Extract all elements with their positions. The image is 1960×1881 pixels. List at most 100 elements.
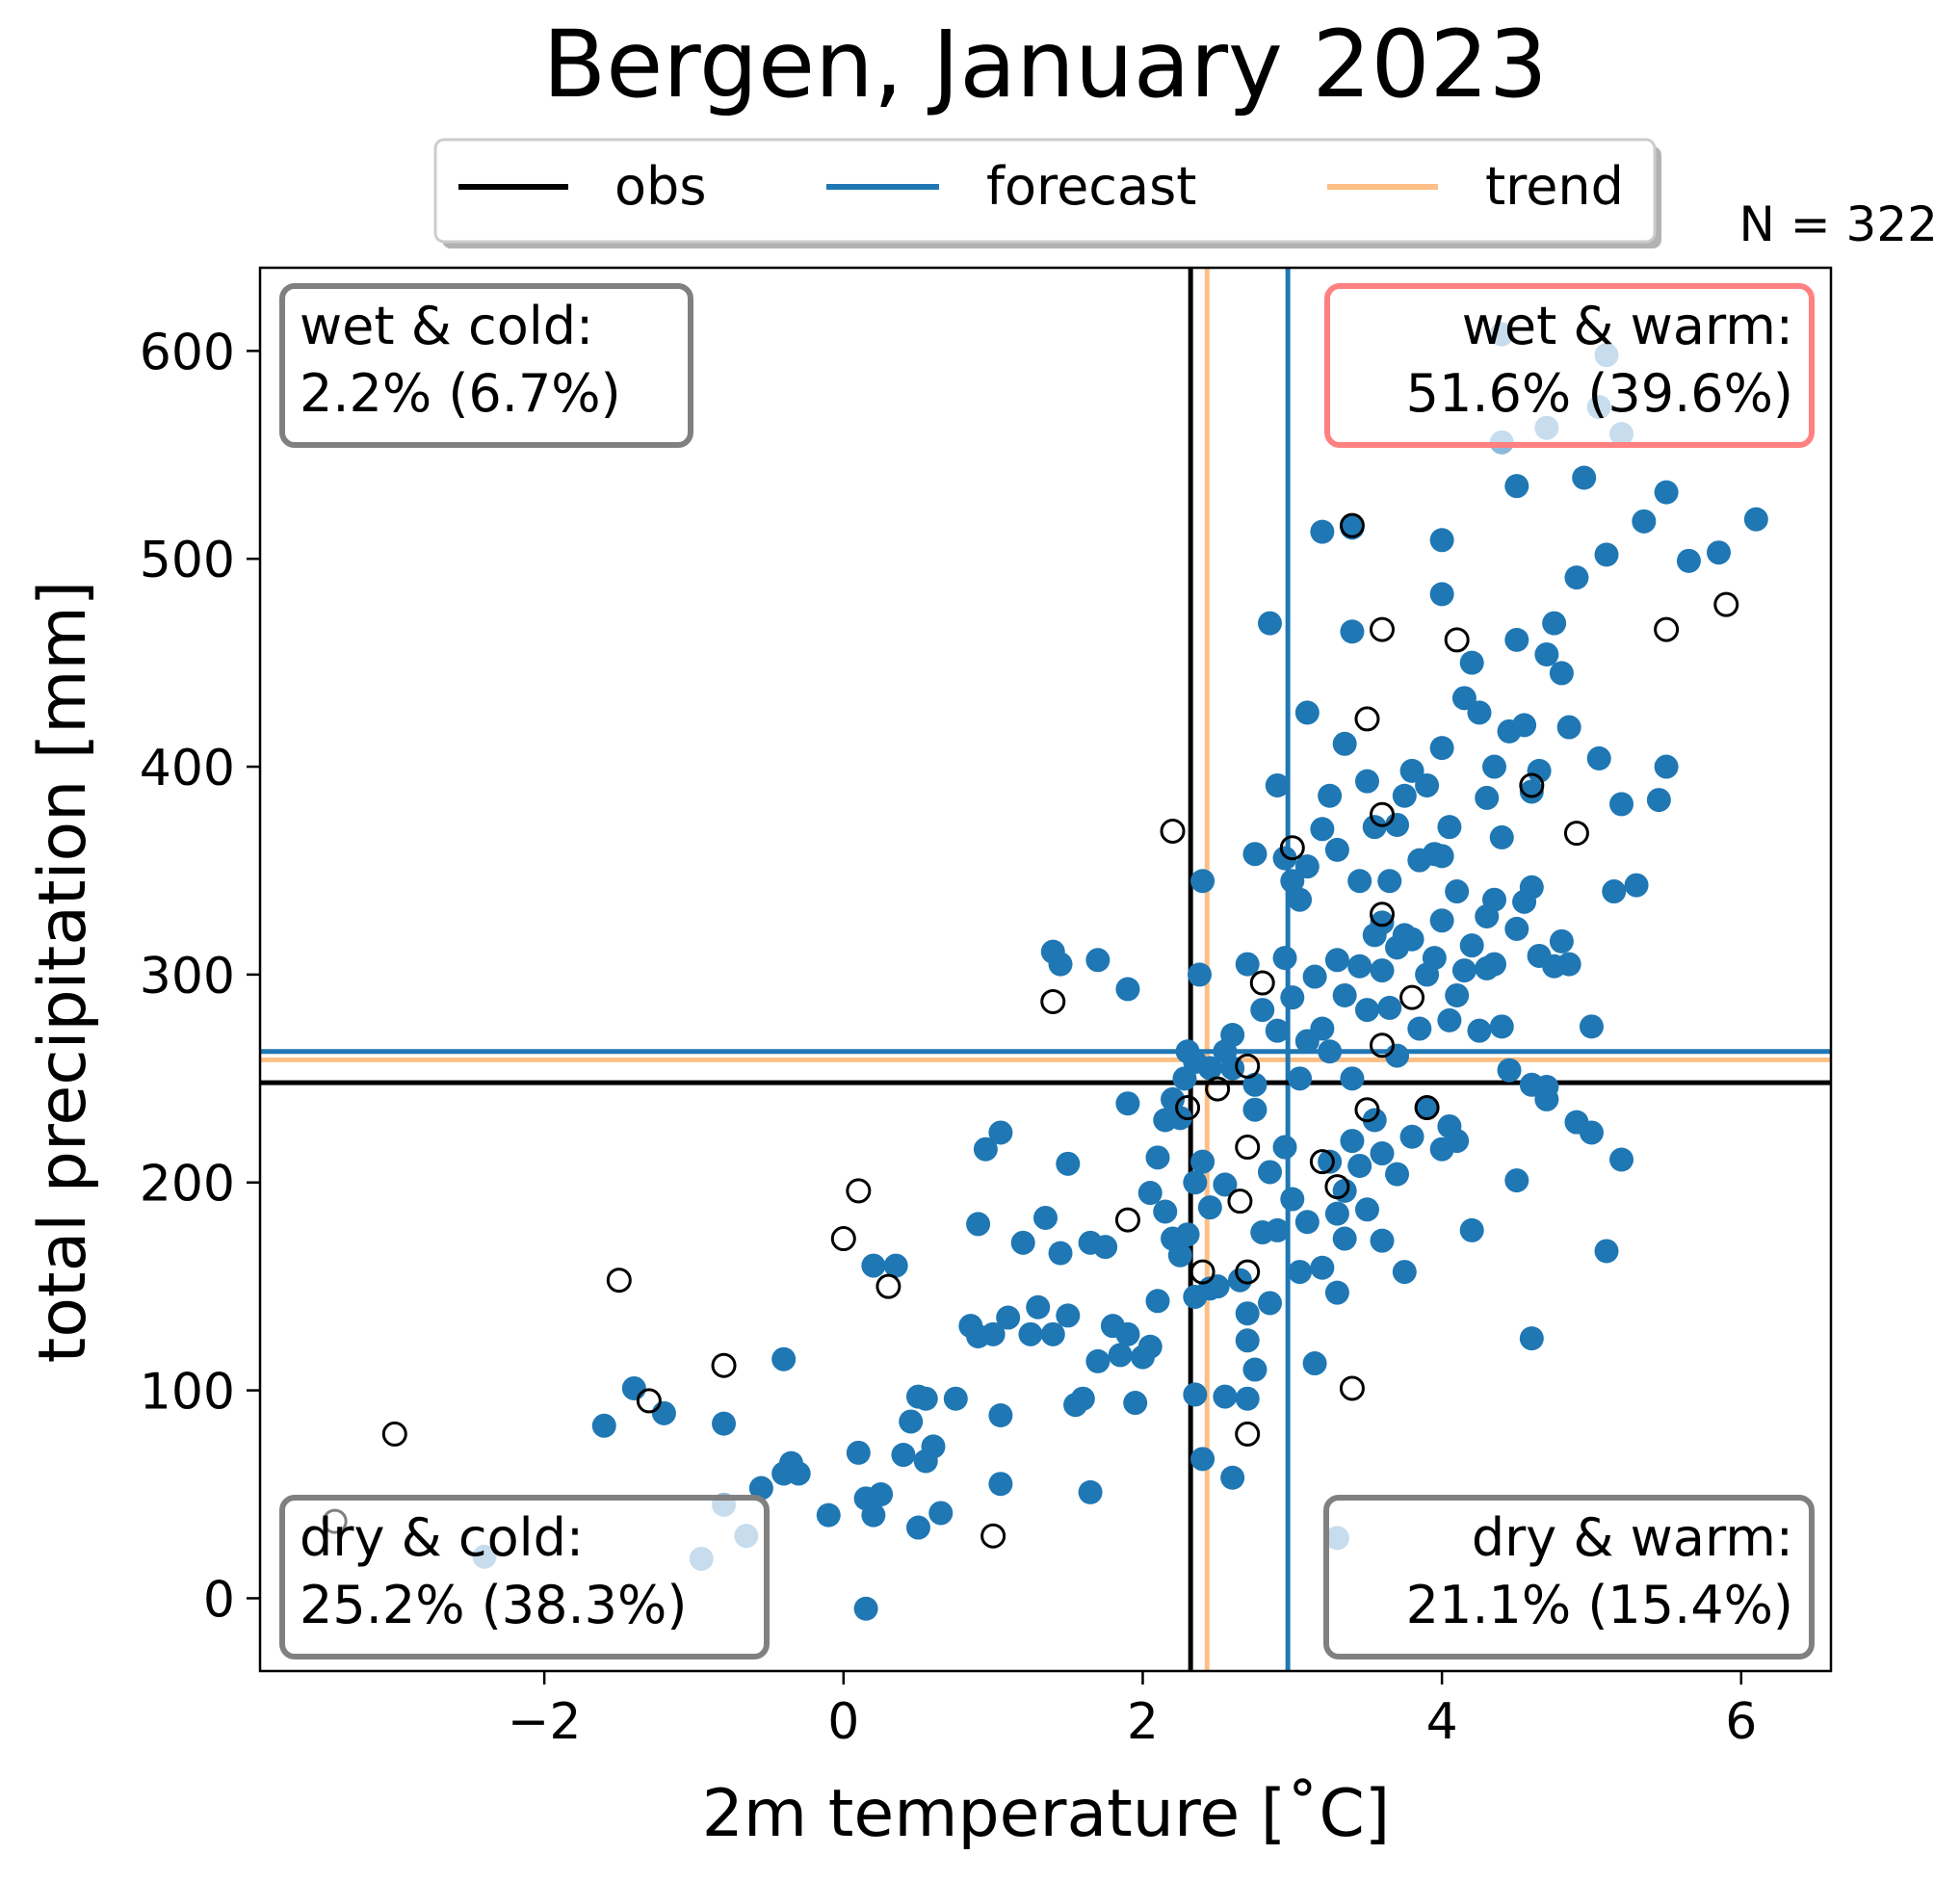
forecast-point: [1085, 948, 1111, 973]
forecast-point: [1340, 1129, 1365, 1154]
obs-point: [1713, 591, 1739, 617]
forecast-point: [1167, 1242, 1192, 1267]
legend-label-obs: obs: [614, 156, 706, 217]
forecast-point: [1242, 842, 1267, 867]
forecast-point: [980, 1321, 1006, 1346]
forecast-point: [1213, 1172, 1238, 1197]
forecast-point: [1354, 1197, 1379, 1222]
forecast-point: [1475, 785, 1500, 810]
forecast-point: [1340, 619, 1365, 644]
forecast-point: [1332, 1178, 1357, 1203]
legend: obs forecast trend: [433, 138, 1661, 248]
forecast-point: [1519, 779, 1544, 804]
forecast-point: [1399, 927, 1424, 952]
forecast-point: [1437, 815, 1462, 840]
forecast-point: [1399, 1124, 1424, 1149]
forecast-point: [1370, 1228, 1395, 1253]
obs-point: [1040, 988, 1066, 1014]
forecast-point: [1145, 1145, 1170, 1170]
forecast-point: [771, 1346, 797, 1372]
forecast-point: [1265, 1018, 1290, 1043]
forecast-point: [1579, 1014, 1604, 1039]
x-tick-label: 4: [1426, 1693, 1458, 1751]
obs-point: [711, 1352, 737, 1378]
forecast-point: [1422, 946, 1447, 971]
forecast-point: [1519, 1326, 1544, 1351]
quadrant-label-bottom-right: dry & warm:: [1472, 1507, 1793, 1568]
forecast-point: [1235, 1386, 1260, 1411]
legend-label-trend: trend: [1485, 156, 1624, 217]
forecast-point: [1324, 1201, 1349, 1226]
forecast-point: [1377, 995, 1402, 1020]
forecast-point: [1288, 887, 1313, 912]
forecast-point: [1280, 985, 1305, 1010]
forecast-point: [1362, 1108, 1387, 1133]
forecast-point: [1347, 869, 1372, 894]
forecast-point: [1340, 1066, 1365, 1091]
forecast-point: [1310, 1016, 1335, 1041]
forecast-point: [712, 1411, 737, 1436]
forecast-point: [1258, 611, 1282, 636]
obs-point: [1354, 1097, 1380, 1123]
forecast-point: [1594, 1239, 1619, 1264]
forecast-point: [1467, 700, 1492, 725]
forecast-point: [1332, 1226, 1357, 1251]
forecast-point: [1429, 582, 1454, 607]
forecast-point: [1549, 661, 1574, 686]
forecast-point: [1213, 1384, 1238, 1409]
forecast-point: [1272, 846, 1297, 871]
forecast-point: [1429, 908, 1454, 933]
forecast-point: [1392, 783, 1417, 808]
forecast-point: [905, 1515, 930, 1540]
forecast-point: [1519, 875, 1544, 900]
forecast-point: [1288, 1260, 1313, 1285]
axis-ticks: −2 0 2 4 6 0 100 200 300 400 500 600: [140, 324, 1758, 1751]
forecast-point: [771, 1461, 797, 1486]
forecast-point: [1137, 1334, 1163, 1359]
forecast-point: [1676, 548, 1701, 573]
quadrant-value-top-right: 51.6% (39.6%): [1406, 363, 1793, 424]
y-tick-label: 600: [140, 324, 235, 381]
forecast-point: [1108, 1343, 1133, 1368]
forecast-point: [1415, 772, 1440, 797]
forecast-point: [1646, 788, 1671, 813]
forecast-point: [1161, 1086, 1186, 1111]
forecast-point: [1115, 1321, 1140, 1346]
forecast-point: [1354, 769, 1379, 794]
forecast-point: [1377, 869, 1402, 894]
forecast-point: [1258, 1160, 1282, 1185]
forecast-point: [1445, 982, 1470, 1007]
forecast-point: [973, 1136, 998, 1162]
forecast-point: [1497, 1058, 1522, 1083]
forecast-point: [1534, 1086, 1559, 1111]
obs-point: [1235, 1135, 1261, 1161]
forecast-point: [1242, 1097, 1267, 1122]
forecast-point: [1579, 1120, 1604, 1145]
y-tick-label: 400: [140, 740, 235, 797]
forecast-point: [1265, 1217, 1290, 1242]
forecast-point: [966, 1212, 991, 1237]
obs-point: [1189, 1259, 1215, 1285]
forecast-point: [1415, 1095, 1440, 1120]
forecast-point: [1280, 869, 1305, 894]
forecast-point: [1609, 1147, 1634, 1172]
forecast-point: [1294, 700, 1320, 725]
forecast-point: [1504, 627, 1529, 652]
forecast-point: [1632, 509, 1657, 534]
forecast-point: [1429, 528, 1454, 553]
forecast-point: [1437, 1007, 1462, 1032]
obs-point: [1370, 1032, 1395, 1058]
forecast-point: [1190, 1149, 1215, 1174]
obs-point: [1175, 1095, 1201, 1121]
forecast-point: [869, 1482, 894, 1507]
y-tick-label: 0: [203, 1571, 235, 1629]
forecast-point: [1549, 928, 1574, 954]
forecast-point: [1187, 962, 1212, 987]
forecast-point: [1197, 1195, 1222, 1220]
forecast-point: [1190, 869, 1215, 894]
forecast-point: [1272, 1135, 1297, 1160]
forecast-point: [1288, 1066, 1313, 1091]
forecast-point: [1385, 1162, 1410, 1187]
